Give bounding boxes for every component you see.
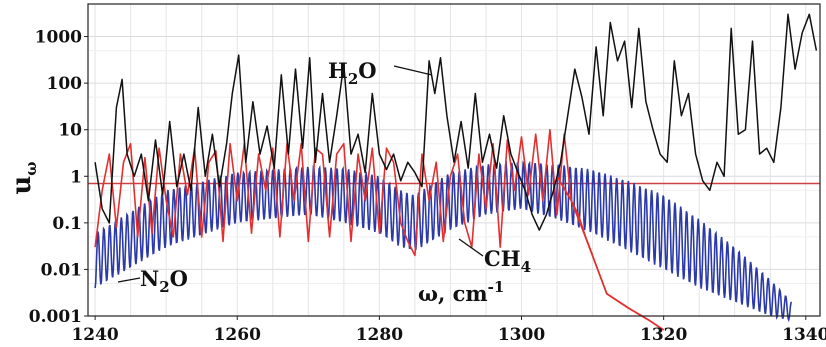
h2o-label-leader xyxy=(393,65,433,76)
y-tick-label: 10 xyxy=(58,121,82,141)
series-n2o-line xyxy=(94,160,793,323)
x-tick-label: 1280 xyxy=(356,325,403,345)
y-tick-label: 0.1 xyxy=(52,214,82,234)
y-tick-labels: 0.001 0.01 0.1 1 10 100 1000 xyxy=(29,28,88,327)
y-tick-label: 100 xyxy=(47,74,83,94)
series-ch4-tail-line xyxy=(556,175,665,331)
x-axis-title: ω, cm-1 xyxy=(418,278,504,306)
y-tick-label: 1 xyxy=(70,167,82,187)
y-tick-label: 0.01 xyxy=(41,260,82,280)
x-tick-label: 1300 xyxy=(498,325,545,345)
x-tick-label: 1340 xyxy=(782,325,826,345)
ch4-label: CH4 xyxy=(484,246,531,276)
x-tick-label: 1320 xyxy=(640,325,687,345)
ch4-label-leader xyxy=(458,238,484,257)
x-tick-labels: 1240 1260 1280 1300 1320 1340 xyxy=(71,316,826,345)
y-tick-label: 0.001 xyxy=(29,307,82,327)
plot-frame xyxy=(87,3,821,317)
y-tick-label: 1000 xyxy=(35,28,82,48)
n2o-label: N2O xyxy=(140,266,188,296)
y-axis-title: uω xyxy=(7,161,40,194)
series-layer xyxy=(94,13,818,331)
h2o-label: H2O xyxy=(328,58,377,88)
n2o-label-leader xyxy=(117,277,141,283)
series-h2o-line xyxy=(94,13,818,231)
x-tick-label: 1240 xyxy=(71,325,118,345)
y-axis-title-text: uω xyxy=(7,161,40,194)
x-tick-label: 1260 xyxy=(214,325,261,345)
